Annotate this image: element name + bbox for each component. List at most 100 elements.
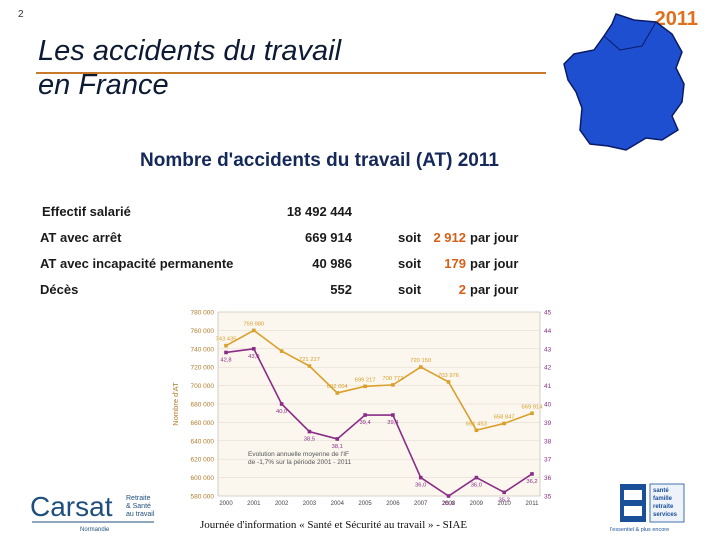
y-tick-label: 720 000 xyxy=(191,365,215,372)
data-point xyxy=(279,349,284,353)
stat-value-deces: 552 xyxy=(330,282,352,297)
stat-perday-incapacite: 179 xyxy=(444,256,466,271)
y2-tick-label: 41 xyxy=(544,383,552,390)
carsat-side-3: au travail xyxy=(126,511,155,518)
data-label: 703 976 xyxy=(438,373,459,379)
stat-label-deces: Décès xyxy=(40,282,79,297)
x-tick-label: 2009 xyxy=(470,501,484,507)
data-label: 699 217 xyxy=(355,377,376,383)
data-point xyxy=(530,472,534,476)
y2-tick-label: 38 xyxy=(544,438,552,445)
data-label: 721 227 xyxy=(299,357,320,363)
y-tick-label: 780 000 xyxy=(191,310,215,317)
y-tick-label: 700 000 xyxy=(191,383,215,390)
y-tick-label: 640 000 xyxy=(191,438,215,445)
x-tick-label: 2007 xyxy=(414,501,428,507)
data-label: 658 847 xyxy=(494,414,515,420)
data-label: 692 004 xyxy=(327,384,349,390)
data-point xyxy=(335,391,340,395)
accidents-line-chart: 780 000 760 000 740 000 720 000 700 000 680 0… xyxy=(171,310,552,508)
stat-unit-at-arret: par jour xyxy=(470,230,519,245)
y-tick-label: 680 000 xyxy=(191,402,215,409)
year-label: 2011 xyxy=(654,8,698,30)
y-tick-label: 600 000 xyxy=(191,475,215,482)
data-label: 36,0 xyxy=(471,483,482,489)
x-tick-label: 2003 xyxy=(303,501,317,507)
title-line-2: en France xyxy=(38,69,169,101)
data-label: 651 453 xyxy=(466,421,487,427)
data-label: 36,0 xyxy=(415,483,426,489)
data-point xyxy=(224,343,228,348)
data-label: 35,0 xyxy=(443,501,454,507)
x-tick-label: 2006 xyxy=(386,501,400,507)
data-label: 36,2 xyxy=(526,479,537,485)
x-tick-label: 2001 xyxy=(247,501,261,507)
data-point xyxy=(224,350,228,355)
x-tick-label: 2011 xyxy=(526,501,540,507)
data-point xyxy=(252,328,256,333)
stat-value-incapacite: 40 986 xyxy=(312,256,352,271)
data-point xyxy=(502,490,506,495)
x-tick-label: 2010 xyxy=(498,501,512,507)
stat-value-at-arret: 669 914 xyxy=(305,230,352,245)
stat-unit-incapacite: par jour xyxy=(470,256,519,271)
data-label: 39,4 xyxy=(359,420,371,426)
data-point xyxy=(307,364,312,368)
stat-perday-at-arret: 2 912 xyxy=(433,230,466,245)
y2-tick-label: 36 xyxy=(544,475,552,482)
y-tick-label: 620 000 xyxy=(191,457,215,464)
stat-soit-at-arret: soit xyxy=(398,230,422,245)
carsat-side-2: & Santé xyxy=(126,503,151,510)
page-title: Les accidents du travail en France xyxy=(38,34,341,102)
stat-soit-deces: soit xyxy=(398,282,422,297)
data-label: 38,5 xyxy=(304,437,315,443)
data-point xyxy=(391,383,395,387)
stat-perday-deces: 2 xyxy=(458,282,466,297)
data-point xyxy=(252,347,256,351)
data-label: 759 980 xyxy=(243,321,264,327)
msa-logo: santé famille retraite services l'essent… xyxy=(610,483,685,533)
msa-line-1: santé xyxy=(653,488,669,494)
y2-tick-label: 37 xyxy=(544,457,552,464)
stat-value-effectif: 18 492 444 xyxy=(286,204,352,219)
data-label: 669 914 xyxy=(522,404,544,410)
msa-line-3: retraite xyxy=(653,504,674,510)
data-point xyxy=(363,413,367,417)
data-point xyxy=(502,421,506,426)
y-tick-label: 580 000 xyxy=(191,494,215,501)
subtitle: Nombre d'accidents du travail (AT) 2011 xyxy=(140,150,499,171)
y2-tick-label: 39 xyxy=(544,420,552,427)
carsat-logo-text: Carsat xyxy=(30,491,113,522)
y2-tick-label: 40 xyxy=(544,402,552,409)
series-line-0 xyxy=(225,329,533,432)
footer-text: Journée d'information « Santé et Sécurit… xyxy=(200,519,468,531)
carsat-region: Normandie xyxy=(80,527,110,533)
stat-label-effectif: Effectif salarié xyxy=(42,204,131,219)
data-point xyxy=(279,402,284,406)
stat-label-incapacite: AT avec incapacité permanente xyxy=(40,256,234,271)
x-tick-label: 2004 xyxy=(331,501,345,507)
data-point xyxy=(418,365,423,369)
data-point xyxy=(363,384,367,389)
data-label: 39,4 xyxy=(387,420,399,426)
data-point xyxy=(307,429,312,434)
data-point xyxy=(418,475,423,480)
msa-tagline: l'essentiel & plus encore xyxy=(610,527,669,533)
x-tick-label: 2000 xyxy=(219,501,233,507)
data-point xyxy=(391,413,395,417)
y2-tick-label: 43 xyxy=(544,346,552,353)
y2-tick-label: 35 xyxy=(544,494,552,501)
chart-annotation: de -1,7% sur la période 2001 - 2011 xyxy=(248,459,352,466)
y-tick-label: 660 000 xyxy=(191,420,215,427)
data-label: 700 772 xyxy=(382,376,403,382)
data-label: 43,0 xyxy=(248,354,259,360)
stat-soit-incapacite: soit xyxy=(398,256,422,271)
title-line-1: Les accidents du travail xyxy=(38,35,342,67)
msa-line-2: famille xyxy=(653,496,673,502)
data-point xyxy=(446,380,451,384)
y2-tick-label: 44 xyxy=(544,328,552,335)
carsat-logo: Carsat Retraite & Santé au travail Norma… xyxy=(30,491,155,533)
y-tick-label: 760 000 xyxy=(191,328,215,335)
data-point xyxy=(530,411,534,416)
data-point xyxy=(474,475,479,480)
